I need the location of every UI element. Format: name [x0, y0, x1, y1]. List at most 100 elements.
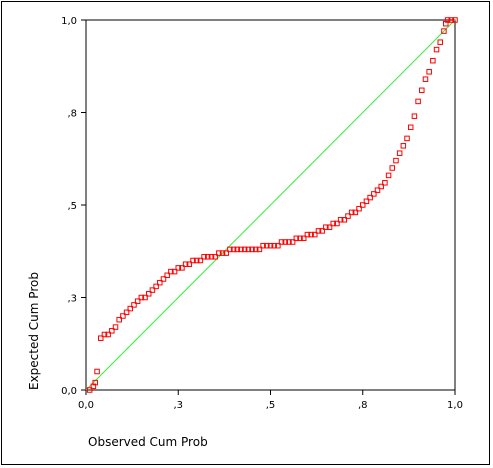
data-point — [345, 213, 351, 219]
data-point — [197, 257, 204, 264]
data-point — [426, 69, 432, 75]
data-point — [134, 298, 141, 304]
data-point — [437, 39, 443, 45]
data-point — [208, 254, 215, 260]
data-point — [249, 246, 255, 253]
data-point — [396, 150, 403, 156]
data-point — [164, 272, 170, 279]
data-point — [245, 246, 252, 253]
data-point — [116, 316, 122, 323]
y-axis-title: Expected Cum Prob — [27, 272, 41, 390]
data-point — [300, 235, 307, 242]
data-point — [419, 87, 425, 94]
data-point — [415, 98, 421, 105]
data-point — [179, 265, 185, 271]
data-point — [441, 28, 447, 34]
data-point — [378, 183, 384, 190]
data-point — [171, 268, 178, 275]
data-point — [145, 291, 152, 297]
data-point — [256, 246, 263, 253]
data-point — [123, 309, 130, 316]
data-point — [238, 246, 244, 253]
data-point — [297, 235, 303, 242]
data-point — [389, 165, 396, 171]
data-point — [404, 135, 410, 142]
data-point — [138, 294, 145, 301]
x-tick-label: ,3 — [173, 400, 183, 411]
data-point — [385, 172, 392, 179]
data-point — [219, 250, 226, 256]
data-point — [86, 387, 93, 393]
data-point — [348, 209, 355, 216]
data-point — [175, 265, 181, 271]
data-point — [341, 217, 348, 223]
data-point — [205, 254, 211, 260]
data-point — [278, 239, 285, 245]
y-tick-label: ,5 — [67, 201, 77, 212]
data-point — [289, 239, 296, 245]
data-point — [407, 124, 414, 131]
data-point — [190, 257, 196, 264]
data-point — [319, 228, 325, 234]
data-point — [393, 157, 399, 164]
data-point — [127, 305, 134, 312]
data-point — [286, 239, 292, 245]
data-point — [168, 268, 174, 275]
data-point — [271, 242, 277, 249]
data-point — [282, 239, 289, 245]
data-point — [422, 76, 429, 82]
data-point — [230, 246, 237, 253]
y-tick-label: 0,0 — [61, 386, 77, 397]
x-tick-label: 0,0 — [78, 400, 94, 411]
data-point — [131, 302, 137, 308]
data-point — [94, 368, 100, 375]
data-point — [433, 46, 440, 53]
x-axis-title: Observed Cum Prob — [88, 435, 208, 449]
data-point — [330, 220, 336, 227]
data-point — [112, 324, 119, 330]
data-point — [444, 17, 451, 23]
data-point — [157, 279, 163, 286]
data-point — [216, 250, 222, 256]
data-point — [411, 113, 418, 119]
data-point — [363, 198, 370, 205]
data-point — [448, 17, 455, 23]
data-point — [304, 231, 311, 238]
data-point — [430, 57, 436, 64]
data-point — [201, 254, 207, 260]
data-point — [193, 257, 200, 264]
data-point — [400, 143, 407, 149]
data-point — [101, 331, 108, 338]
reference-line — [85, 19, 456, 391]
data-point — [334, 220, 340, 227]
data-point — [337, 217, 344, 223]
data-point — [153, 283, 159, 290]
data-point — [142, 294, 148, 301]
x-tick-label: ,8 — [358, 400, 368, 411]
data-point — [120, 313, 126, 319]
data-point — [98, 335, 104, 341]
data-point — [360, 202, 366, 208]
data-point — [352, 209, 359, 216]
y-tick-label: ,8 — [67, 109, 77, 120]
data-point — [293, 235, 300, 242]
data-point — [326, 224, 333, 230]
data-point — [367, 194, 373, 201]
data-point — [227, 246, 233, 253]
data-point — [382, 180, 388, 186]
y-tick-label: 1,0 — [61, 16, 77, 27]
y-tick-label: ,3 — [67, 294, 77, 305]
data-point — [182, 261, 189, 267]
data-point — [371, 191, 377, 197]
data-point — [241, 246, 248, 253]
data-point — [374, 187, 381, 193]
data-point — [308, 231, 314, 238]
data-point — [312, 231, 318, 238]
data-point — [92, 379, 98, 386]
data-point — [149, 287, 156, 293]
data-point — [260, 242, 266, 249]
data-point — [186, 261, 193, 267]
data-point — [267, 242, 274, 249]
